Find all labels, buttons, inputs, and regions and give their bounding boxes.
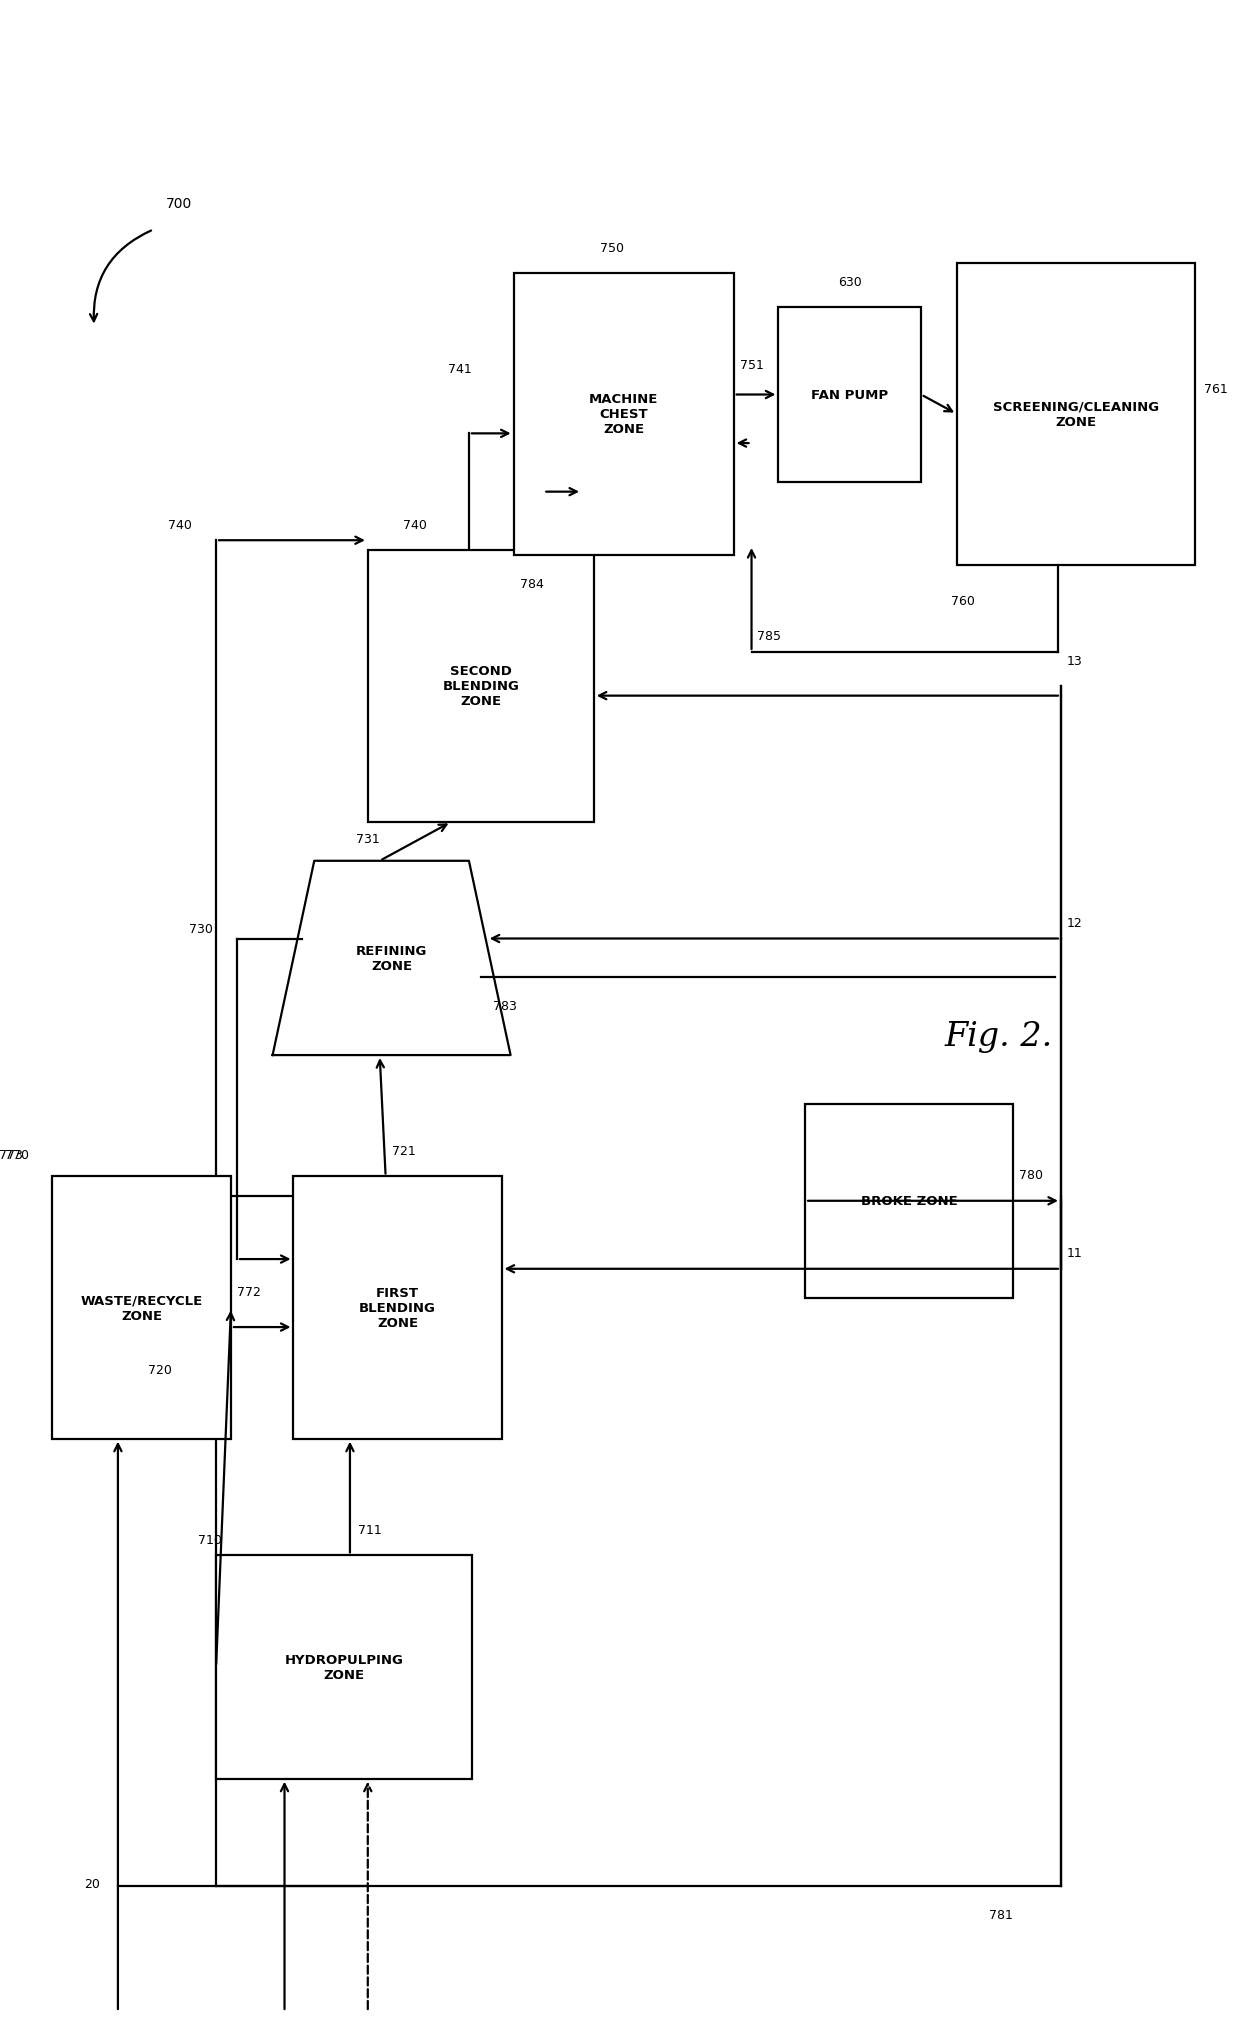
Text: 773: 773: [0, 1149, 22, 1161]
Text: 721: 721: [392, 1145, 415, 1157]
Text: REFINING
ZONE: REFINING ZONE: [356, 944, 428, 972]
Text: Fig. 2.: Fig. 2.: [945, 1021, 1053, 1052]
Bar: [368, 550, 594, 822]
Text: SCREENING/CLEANING
ZONE: SCREENING/CLEANING ZONE: [993, 400, 1159, 428]
Text: 781: 781: [990, 1908, 1013, 1920]
Text: 741: 741: [448, 363, 472, 376]
Bar: [52, 1177, 231, 1439]
Text: 740: 740: [169, 518, 192, 532]
Text: 751: 751: [739, 359, 764, 371]
Text: 785: 785: [758, 629, 781, 644]
Text: HYDROPULPING
ZONE: HYDROPULPING ZONE: [284, 1652, 403, 1681]
Text: 720: 720: [148, 1362, 171, 1376]
Text: 700: 700: [165, 197, 192, 211]
Text: FAN PUMP: FAN PUMP: [811, 390, 888, 402]
Text: 730: 730: [190, 922, 213, 936]
Text: 630: 630: [838, 276, 862, 288]
Text: 783: 783: [492, 1001, 517, 1013]
Text: FIRST
BLENDING
ZONE: FIRST BLENDING ZONE: [360, 1287, 436, 1330]
Text: 731: 731: [356, 832, 379, 847]
Text: 12: 12: [1066, 916, 1083, 930]
Text: 11: 11: [1066, 1246, 1083, 1259]
Bar: [957, 264, 1195, 564]
Text: MACHINE
CHEST
ZONE: MACHINE CHEST ZONE: [589, 394, 658, 436]
Bar: [513, 274, 734, 556]
Text: 760: 760: [951, 595, 975, 607]
Bar: [779, 309, 921, 483]
Polygon shape: [273, 861, 511, 1056]
Text: 20: 20: [84, 1878, 99, 1890]
Text: 711: 711: [358, 1522, 382, 1537]
Text: 784: 784: [520, 577, 543, 591]
Bar: [294, 1177, 502, 1439]
Text: 750: 750: [600, 242, 624, 254]
Text: 772: 772: [237, 1285, 260, 1299]
Text: 780: 780: [1019, 1169, 1043, 1181]
Text: 710: 710: [198, 1533, 222, 1547]
Text: 761: 761: [1204, 382, 1228, 396]
Bar: [805, 1104, 1013, 1299]
Text: 13: 13: [1066, 654, 1083, 668]
Text: 740: 740: [403, 518, 428, 532]
Bar: [216, 1555, 472, 1778]
Text: 770: 770: [5, 1149, 29, 1161]
Text: WASTE/RECYCLE
ZONE: WASTE/RECYCLE ZONE: [81, 1293, 203, 1322]
Text: BROKE ZONE: BROKE ZONE: [861, 1196, 957, 1208]
Text: SECOND
BLENDING
ZONE: SECOND BLENDING ZONE: [443, 666, 520, 708]
